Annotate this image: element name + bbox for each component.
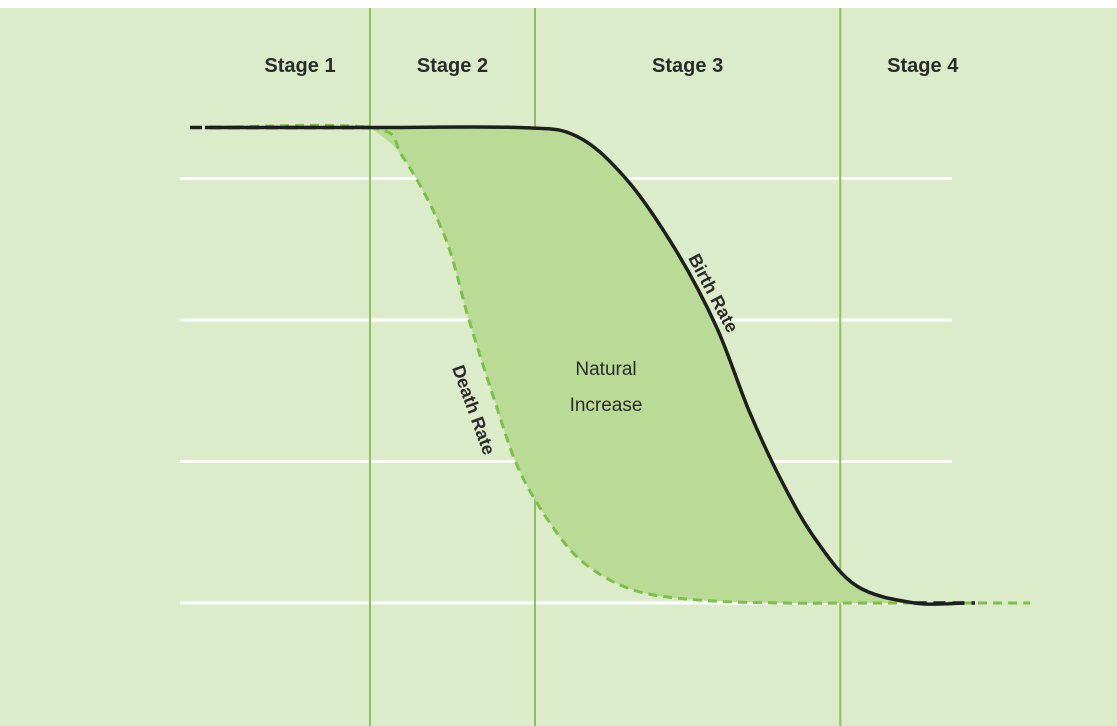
birth-rate-line — [205, 125, 965, 606]
stage-labels: Stage 1 Stage 2 Stage 3 Stage 4 — [264, 55, 959, 77]
death-rate-line — [204, 123, 1030, 605]
natural-increase-line: Natural — [575, 359, 636, 380]
stage-label: Stage 1 — [264, 55, 335, 77]
stage-label: Stage 4 — [887, 55, 959, 77]
natural-increase-line: Increase — [570, 395, 643, 416]
natural-increase-label: Natural Increase — [570, 359, 643, 416]
natural-increase-area — [370, 126, 964, 605]
stage-label: Stage 3 — [652, 55, 723, 77]
stage-label: Stage 2 — [417, 55, 488, 77]
